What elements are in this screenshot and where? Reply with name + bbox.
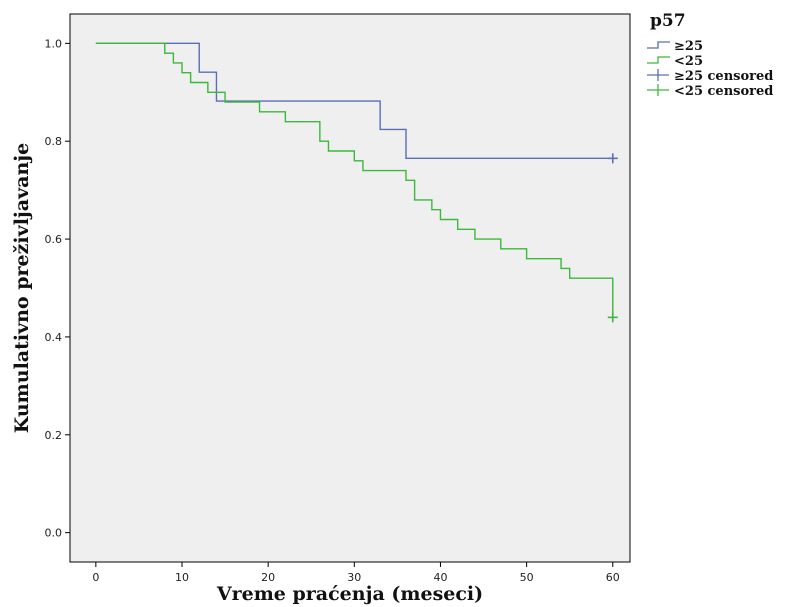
legend-label: ≥25 censored xyxy=(674,69,773,84)
x-axis-title: Vreme praćenja (meseci) xyxy=(216,583,483,605)
y-tick-label: 0.4 xyxy=(45,331,63,344)
legend-label: <25 censored xyxy=(674,84,773,99)
y-tick-label: 0.2 xyxy=(45,429,63,442)
y-tick-label: 1.0 xyxy=(45,37,63,50)
legend-label: <25 xyxy=(674,54,703,69)
plot-area xyxy=(69,13,631,563)
legend-entry-0: ≥25 xyxy=(647,39,703,54)
legend-line-symbol xyxy=(647,56,670,64)
legend: p57 ≥25<25≥25 censored<25 censored xyxy=(647,11,773,99)
x-tick-label: 10 xyxy=(175,571,189,584)
legend-line-symbol xyxy=(647,41,670,49)
y-tick-label: 0.6 xyxy=(45,233,63,246)
legend-items: ≥25<25≥25 censored<25 censored xyxy=(647,39,773,99)
legend-entry-1: <25 xyxy=(647,54,703,69)
series-line-1 xyxy=(95,42,614,318)
censor-mark-0 xyxy=(607,153,618,164)
legend-entry-2: ≥25 censored xyxy=(647,69,773,84)
x-tick-label: 20 xyxy=(261,571,275,584)
censor-layer xyxy=(607,153,618,323)
y-axis-title: Kumulativno preživljavanje xyxy=(11,143,33,433)
legend-entry-3: <25 censored xyxy=(647,84,773,99)
x-tick-label: 40 xyxy=(433,571,447,584)
axes: 0 10 20 30 40 50 60 0.0 0.2 0.4 0.6 0.8 1.0 xyxy=(45,37,620,584)
x-tick-label: 0 xyxy=(92,571,99,584)
y-tick-label: 0.8 xyxy=(45,135,63,148)
x-tick-label: 30 xyxy=(347,571,361,584)
series-line-0 xyxy=(95,42,613,160)
legend-title: p57 xyxy=(650,11,686,31)
legend-label: ≥25 xyxy=(674,39,703,54)
legend-censor-symbol xyxy=(647,69,669,81)
y-tick-label: 0.0 xyxy=(45,527,63,540)
legend-censor-symbol xyxy=(647,84,669,96)
x-tick-label: 50 xyxy=(520,571,534,584)
censor-mark-1 xyxy=(607,312,618,323)
series-layer xyxy=(95,42,614,318)
x-tick-label: 60 xyxy=(606,571,620,584)
